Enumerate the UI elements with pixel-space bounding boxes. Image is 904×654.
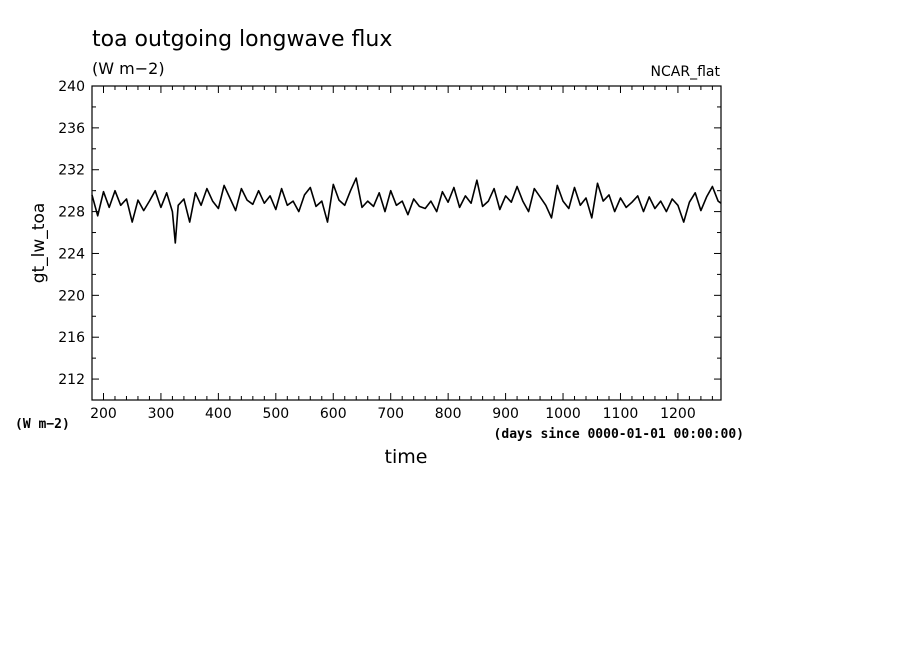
chart-subtitle: (W m−2) <box>92 59 165 78</box>
x-tick-label: 1100 <box>603 406 639 422</box>
x-tick-label: 200 <box>90 406 117 422</box>
x-tick-label: 300 <box>148 406 175 422</box>
y-tick-label: 216 <box>58 330 85 346</box>
y-tick-label: 224 <box>58 246 85 262</box>
y-tick-label: 220 <box>58 288 85 304</box>
y-tick-label: 232 <box>58 163 85 179</box>
chart-title: toa outgoing longwave flux <box>92 27 392 52</box>
y-tick-label: 236 <box>58 121 85 137</box>
x-axis-ticks <box>102 86 713 400</box>
x-tick-label: 700 <box>377 406 404 422</box>
x-tick-label: 400 <box>205 406 232 422</box>
plot-frame <box>91 85 722 401</box>
x-tick-label: 500 <box>262 406 289 422</box>
y-tick-label: 228 <box>58 205 85 221</box>
y-tick-label: 240 <box>58 79 85 95</box>
y-axis-ticks <box>92 85 721 401</box>
y-axis-units: (W m−2) <box>15 417 70 432</box>
x-tick-label: 1200 <box>660 406 696 422</box>
x-tick-label: 800 <box>435 406 462 422</box>
y-axis-tick-labels: 212 216 220 224 228 232 236 240 <box>58 79 85 388</box>
y-tick-label: 212 <box>58 372 85 388</box>
x-tick-label: 1000 <box>545 406 581 422</box>
y-axis-label: gt_lw_toa <box>29 203 49 284</box>
x-tick-label: 600 <box>320 406 347 422</box>
x-axis-units: (days since 0000-01-01 00:00:00) <box>494 427 744 442</box>
x-axis-tick-labels: 200 300 400 500 600 700 800 900 1000 1100 1200 <box>90 406 696 422</box>
x-axis-label: time <box>385 446 428 468</box>
experiment-label: NCAR_flat <box>651 64 721 80</box>
series-line <box>91 177 722 244</box>
x-tick-label: 900 <box>492 406 519 422</box>
